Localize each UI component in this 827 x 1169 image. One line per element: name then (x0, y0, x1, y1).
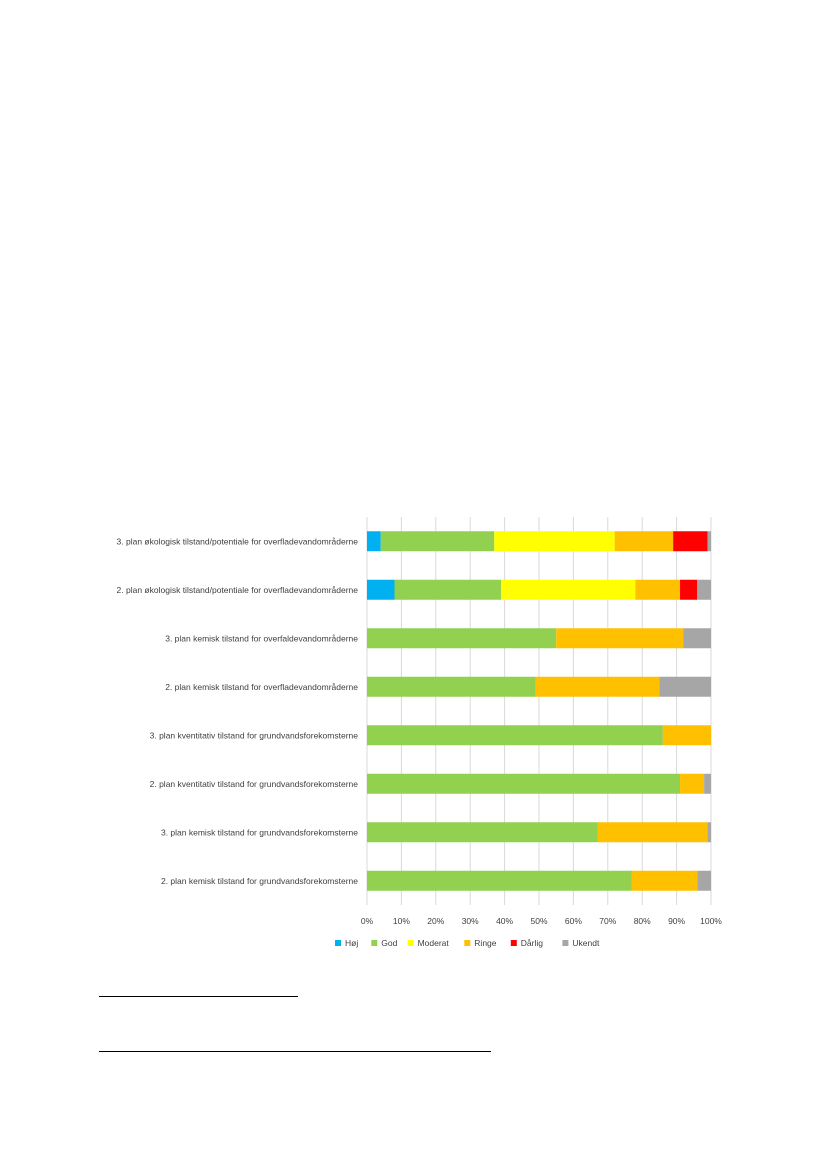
category-label: 2. plan kemisk tilstand for grundvandsfo… (161, 876, 358, 886)
bar-segment (704, 773, 711, 794)
category-label: 2. plan økologisk tilstand/potentiale fo… (117, 585, 359, 595)
x-tick-label: 30% (462, 916, 479, 926)
bars (367, 531, 711, 891)
legend-swatch (371, 940, 378, 946)
legend-swatch (510, 940, 517, 946)
x-tick-label: 90% (668, 916, 685, 926)
category-label: 2. plan kventitativ tilstand for grundva… (150, 779, 359, 789)
category-label: 2. plan kemisk tilstand for overfladevan… (165, 682, 358, 692)
bar-segment (597, 822, 708, 843)
bar-segment (367, 870, 632, 891)
bar-segment (680, 773, 705, 794)
bar-segment (662, 725, 711, 746)
x-tick-label: 50% (530, 916, 547, 926)
bar-segment (367, 531, 381, 552)
footnote-separator-short (99, 996, 298, 997)
bar-segment (367, 579, 395, 600)
bar-segment (494, 531, 615, 552)
bar-segment (683, 628, 711, 649)
bar-segment (367, 628, 557, 649)
bar-segment (635, 579, 681, 600)
x-tick-label: 0% (361, 916, 374, 926)
bar-segment (367, 725, 663, 746)
x-tick-label: 100% (700, 916, 722, 926)
bar-segment (367, 676, 536, 697)
category-label: 3. plan økologisk tilstand/potentiale fo… (117, 536, 359, 546)
bar-segment (697, 579, 711, 600)
bar-segment (707, 822, 711, 843)
legend-label: Ringe (474, 938, 496, 948)
legend-label: Dårlig (521, 938, 543, 948)
bar-segment (380, 531, 495, 552)
bar-segment (394, 579, 502, 600)
x-tick-label: 20% (427, 916, 444, 926)
x-tick-label: 80% (634, 916, 651, 926)
x-tick-labels: 0% 10% 20% 30% 40% 50% 60% 70% 80% 90% 100% (361, 916, 722, 926)
legend-label: Moderat (418, 938, 450, 948)
footnote-separator-long (99, 1051, 491, 1052)
legend-swatch (562, 940, 569, 946)
category-label: 3. plan kemisk tilstand for overfaldevan… (165, 633, 358, 643)
legend: Høj God Moderat Ringe Dårlig Ukendt (335, 938, 600, 948)
legend-swatch (335, 940, 341, 946)
legend-label: Ukendt (572, 938, 600, 948)
bar-segment (659, 676, 711, 697)
category-label: 3. plan kemisk tilstand for grundvandsfo… (161, 827, 358, 837)
bar-segment (367, 773, 681, 794)
gridlines (366, 517, 712, 905)
x-tick-label: 70% (599, 916, 616, 926)
category-labels: 3. plan økologisk tilstand/potentiale fo… (117, 536, 359, 886)
bar-segment (535, 676, 660, 697)
legend-swatch (407, 940, 414, 946)
bar-segment (673, 531, 708, 552)
legend-label: God (381, 938, 397, 948)
legend-swatch (464, 940, 471, 946)
x-tick-label: 10% (393, 916, 410, 926)
bar-segment (680, 579, 698, 600)
bar-segment (614, 531, 674, 552)
bar-segment (697, 870, 711, 891)
category-label: 3. plan kventitativ tilstand for grundva… (150, 730, 359, 740)
bar-segment (367, 822, 598, 843)
bar-segment (556, 628, 684, 649)
bar-segment (707, 531, 711, 552)
x-tick-label: 60% (565, 916, 582, 926)
legend-label: Høj (345, 938, 358, 948)
x-tick-label: 40% (496, 916, 513, 926)
bar-segment (501, 579, 636, 600)
bar-segment (631, 870, 698, 891)
